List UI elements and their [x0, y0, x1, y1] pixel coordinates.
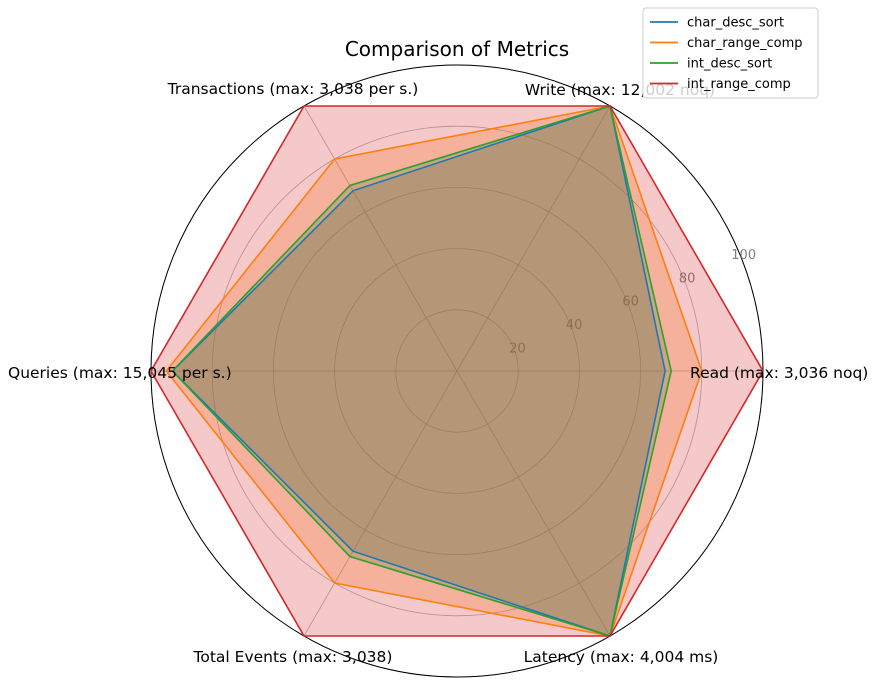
radial-tick-label: 40 — [566, 318, 583, 333]
grid-spoke — [303, 105, 458, 372]
radial-tick-label: 80 — [679, 271, 696, 286]
radial-tick-label: 20 — [509, 342, 526, 357]
grid-spoke — [456, 370, 611, 637]
axis-label: Transactions (max: 3,038 per s.) — [167, 80, 419, 98]
axis-label: Read (max: 3,036 noq) — [690, 364, 868, 382]
series-line-int_range_comp — [150, 105, 764, 637]
series-area-int_desc_sort — [172, 106, 672, 636]
grid-spoke — [303, 370, 458, 637]
series-layer — [150, 104, 764, 638]
axis-label: Latency (max: 4,004 ms) — [524, 648, 719, 666]
axis-label-layer: Read (max: 3,036 noq)Write (max: 12,002 … — [8, 80, 868, 666]
grid-spoke — [456, 105, 611, 372]
chart-title: Comparison of Metrics — [345, 37, 569, 61]
axis-label: Total Events (max: 3,038) — [193, 648, 393, 666]
series-area-int_range_comp — [151, 106, 763, 636]
radial-tick-label: 100 — [731, 248, 756, 263]
legend: char_desc_sort char_range_comp int_desc_so… — [642, 7, 819, 99]
legend-label: int_range_comp — [687, 77, 791, 92]
legend-box — [642, 7, 819, 99]
legend-label: int_desc_sort — [687, 57, 772, 72]
radial-tick-label: 60 — [622, 295, 639, 310]
legend-label: char_range_comp — [687, 36, 803, 51]
legend-label: char_desc_sort — [687, 16, 784, 31]
series-area-char_desc_sort — [172, 106, 666, 636]
axis-label: Queries (max: 15,045 per s.) — [8, 364, 232, 382]
